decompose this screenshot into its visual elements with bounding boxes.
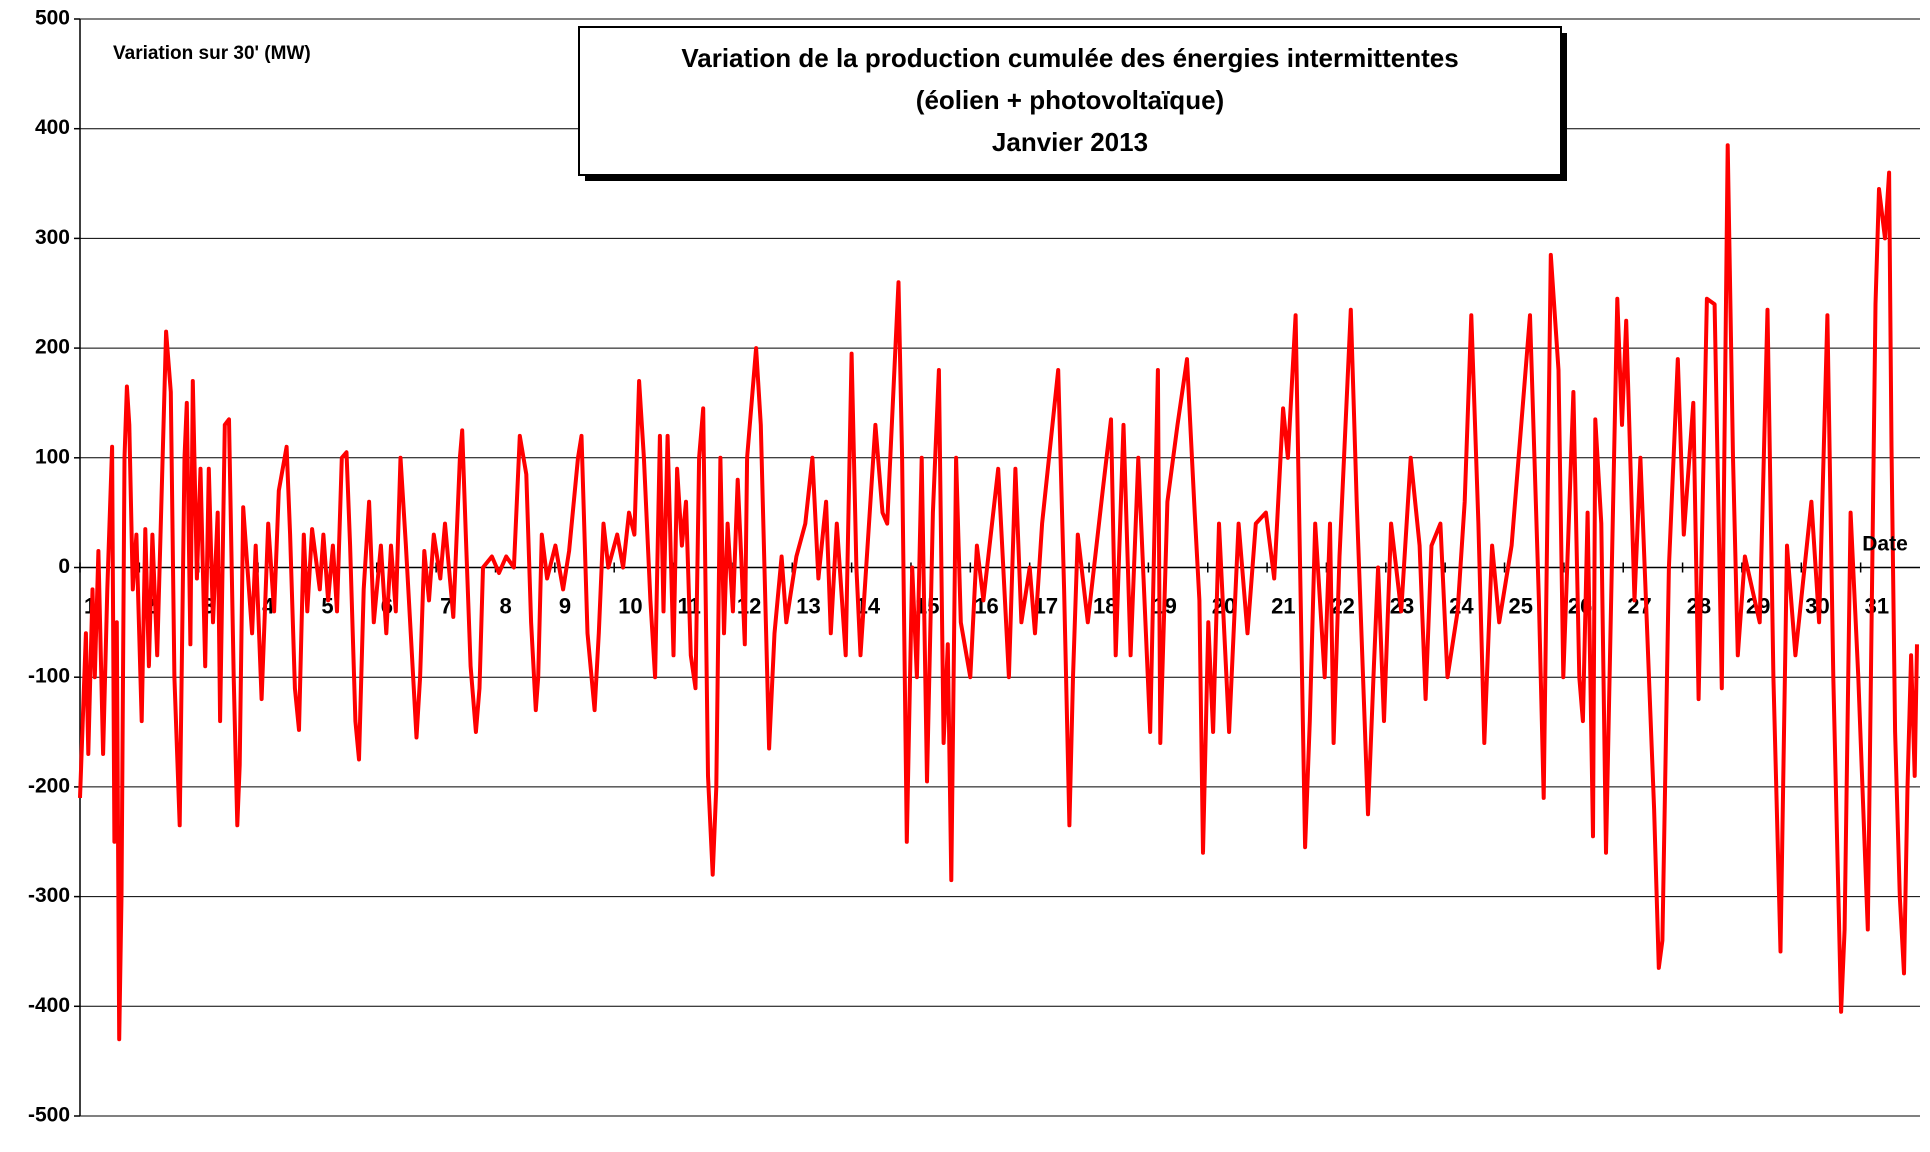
x-tick-label: 10 [618,593,642,618]
x-tick-label: 13 [796,593,820,618]
x-axis-label: Date [1862,533,1908,556]
x-tick-label: 5 [321,593,333,618]
y-tick-label: 0 [58,555,70,578]
chart-period: Janvier 2013 [992,127,1148,157]
x-tick-label: 9 [559,593,571,618]
y-tick-label: 400 [35,116,70,139]
y-axis-label: Variation sur 30' (MW) [113,43,311,64]
y-tick-label: -300 [28,884,70,907]
y-tick-label: -200 [28,774,70,797]
x-tick-label: 31 [1865,593,1889,618]
x-tick-label: 25 [1509,593,1533,618]
y-tick-label: -500 [28,1104,70,1127]
y-tick-label: 200 [35,336,70,359]
x-tick-label: 12 [737,593,761,618]
chart-title: Variation de la production cumulée des é… [681,43,1458,73]
y-tick-label: 500 [35,7,70,30]
x-tick-label: 22 [1330,593,1354,618]
title-box [578,26,1562,176]
x-tick-label: 24 [1449,593,1474,618]
chart-subtitle: (éolien + photovoltaïque) [916,85,1224,115]
y-tick-label: 300 [35,226,70,249]
x-tick-label: 8 [499,593,511,618]
x-tick-label: 21 [1271,593,1295,618]
y-tick-label: -400 [28,994,70,1017]
y-tick-label: -100 [28,665,70,688]
x-tick-label: 7 [440,593,452,618]
y-tick-label: 100 [35,445,70,468]
x-tick-label: 16 [974,593,998,618]
data-line [78,143,1919,1042]
